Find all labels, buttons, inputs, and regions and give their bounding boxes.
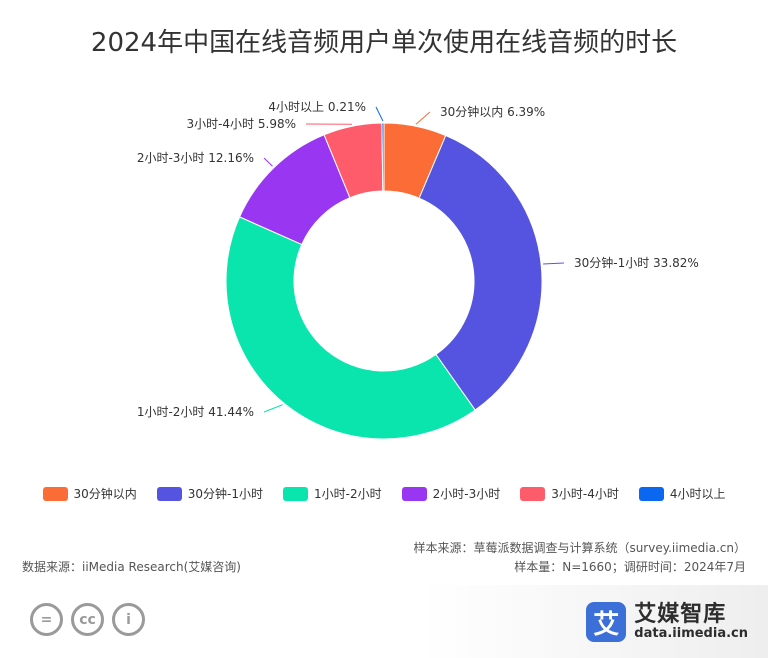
data-label-3-4-: 3小时-4小时 5.98% xyxy=(186,117,296,131)
slice-30-1- xyxy=(418,134,543,411)
legend-label: 1小时-2小时 xyxy=(314,487,382,501)
legend-swatch xyxy=(42,486,68,501)
data-label-2-3-: 2小时-3小时 12.16% xyxy=(137,151,254,165)
chart-title: 2024年中国在线音频用户单次使用在线音频的时长 xyxy=(90,28,678,58)
legend-item-2-3-[interactable]: 2小时-3小时 xyxy=(401,485,501,502)
legend-swatch xyxy=(401,486,427,501)
legend-swatch xyxy=(520,486,546,501)
data-label-30-: 30分钟以内 6.39% xyxy=(440,104,545,119)
cc-icon: cc xyxy=(71,603,104,636)
leader-line-2-3- xyxy=(263,157,273,167)
data-label-1-2-: 1小时-2小时 41.44% xyxy=(137,405,254,419)
legend-item-4-[interactable]: 4小时以上 xyxy=(638,485,726,502)
donut-chart: 30分钟以内 6.39% 30分钟-1小时 33.82% 1小时-2小时 41.44… xyxy=(137,100,699,440)
chart-legend: 30分钟以内 30分钟-1小时 1小时-2小时 2小时-3小时 3小时-4小时 4小时以上 xyxy=(0,485,768,502)
brand-url: data.iimedia.cn xyxy=(634,625,748,641)
legend-item-3-4-[interactable]: 3小时-4小时 xyxy=(520,485,619,502)
slice-1-2- xyxy=(225,216,476,440)
legend-label: 4小时以上 xyxy=(669,487,726,501)
brand-mark-icon: 艾 xyxy=(586,602,627,642)
sample-info: 样本量：N=1660；调研时间：2024年7月 xyxy=(514,560,746,574)
slice-4- xyxy=(381,122,385,192)
legend-label: 2小时-3小时 xyxy=(432,487,501,501)
data-label-30-1-: 30分钟-1小时 33.82% xyxy=(574,255,699,270)
legend-item-30-1-[interactable]: 30分钟-1小时 xyxy=(156,485,264,502)
legend-swatch xyxy=(156,486,182,501)
data-label-4-: 4小时以上 0.21% xyxy=(268,100,366,114)
leader-line-30-1- xyxy=(543,262,565,265)
leader-line-1-2- xyxy=(263,404,283,413)
data-source: 数据来源：iiMedia Research(艾媒咨询) xyxy=(22,560,241,574)
legend-swatch xyxy=(638,486,664,501)
person-icon: i xyxy=(112,603,145,636)
legend-label: 30分钟以内 xyxy=(73,487,137,501)
brand-name: 艾媒智库 xyxy=(634,601,727,627)
sample-source: 样本来源：草莓派数据调查与计算系统（survey.iimedia.cn） xyxy=(413,541,746,555)
license-icons: = cc i xyxy=(30,603,145,636)
legend-item-30-[interactable]: 30分钟以内 xyxy=(42,485,137,502)
legend-item-1-2-[interactable]: 1小时-2小时 xyxy=(283,485,382,502)
leader-line-30- xyxy=(415,111,431,125)
legend-label: 3小时-4小时 xyxy=(551,487,619,501)
brand-logo: 艾 艾媒智库 data.iimedia.cn xyxy=(586,602,748,642)
legend-label: 30分钟-1小时 xyxy=(187,487,264,501)
legend-swatch xyxy=(283,486,309,501)
equals-icon: = xyxy=(30,603,63,636)
leader-line-4- xyxy=(375,106,384,122)
